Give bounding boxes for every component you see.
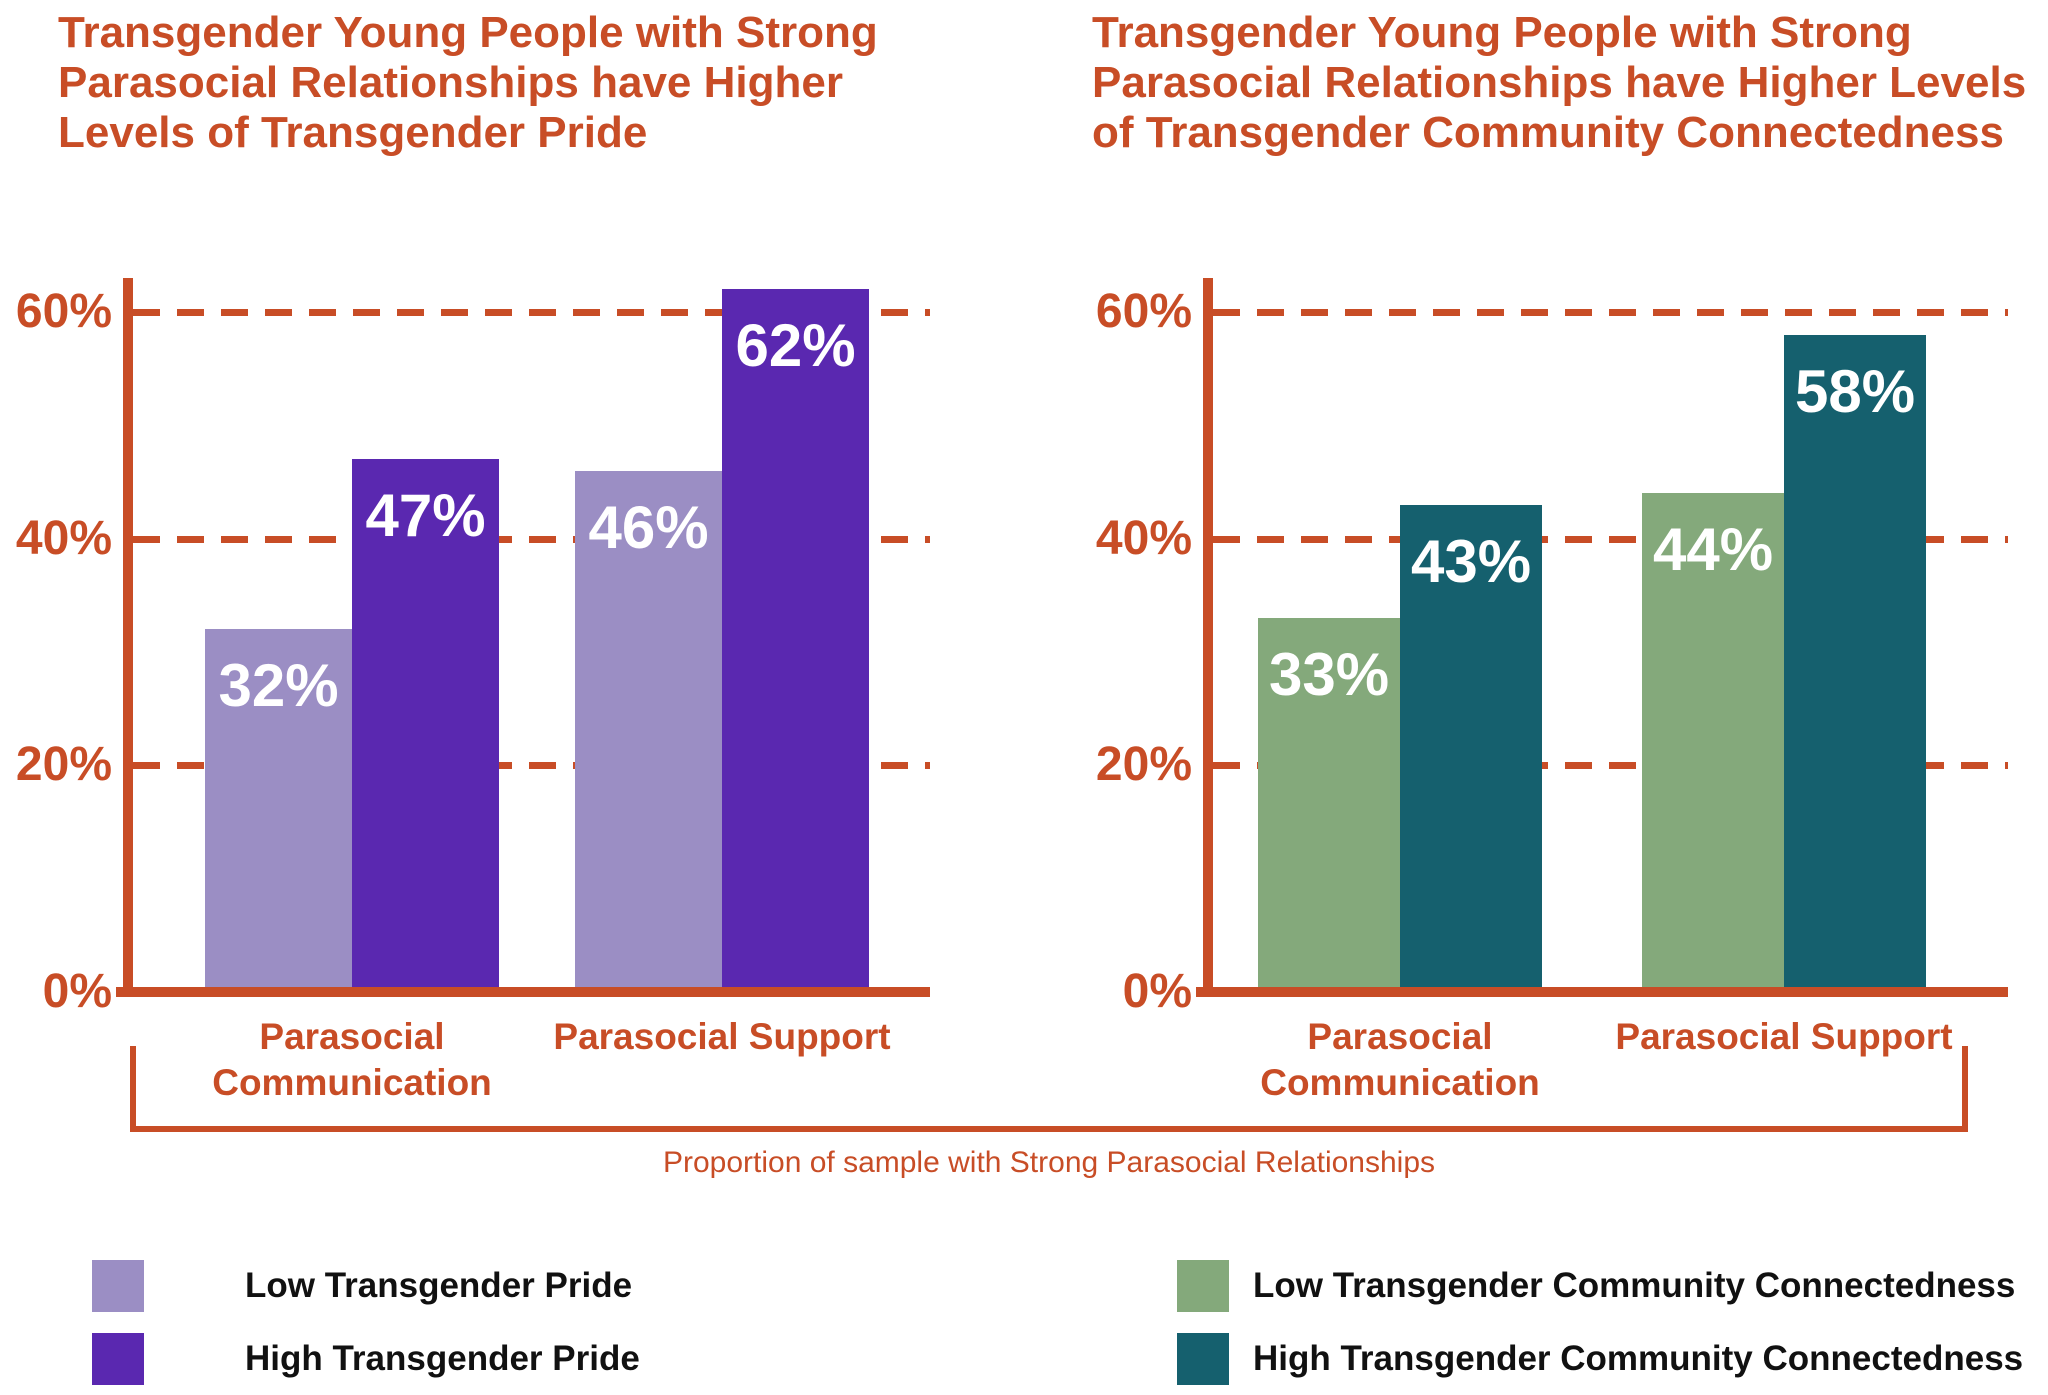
category-label: Parasocial Support [1615, 1016, 1953, 1057]
y-axis-line [1203, 278, 1213, 997]
bar-high-group1 [352, 459, 499, 992]
x-axis-group-label: Proportion of sample with Strong Parasoc… [662, 1146, 1436, 1179]
chart-title-pride: Transgender Young People with Strong Par… [58, 8, 878, 157]
y-tick-label: 40% [1095, 512, 1192, 565]
gridline-40pct [1213, 536, 2008, 543]
x-axis-bracket-line [130, 1126, 1968, 1132]
bar-low-group1 [205, 629, 352, 992]
y-tick-label: 0% [42, 965, 112, 1018]
legend-swatch-low [1177, 1260, 1229, 1312]
y-tick-label: 60% [15, 285, 112, 338]
bar-value-label: 46% [588, 494, 709, 561]
gridline-40pct [133, 536, 930, 543]
bar-low-group1 [1258, 618, 1400, 992]
legend-label: High Transgender Pride [245, 1339, 640, 1378]
bar-value-label: 44% [1652, 516, 1774, 583]
y-tick-label: 40% [15, 512, 112, 565]
gridline-20pct [133, 762, 930, 769]
legend-swatch-high [92, 1333, 144, 1385]
bar-value-label: 58% [1794, 358, 1916, 425]
category-label: Parasocial Communication [212, 1016, 492, 1103]
bar-value-label: 33% [1268, 641, 1390, 708]
bar-value-label: 47% [365, 482, 486, 549]
y-tick-label: 20% [15, 738, 112, 791]
legend-label: Low Transgender Pride [245, 1266, 633, 1305]
x-axis-bracket-right-tick [1962, 1046, 1968, 1132]
bar-value-label: 62% [735, 312, 856, 379]
legend-label: High Transgender Community Connectedness [1253, 1339, 2024, 1378]
y-tick-label: 20% [1095, 738, 1192, 791]
legend-label: Low Transgender Community Connectedness [1253, 1266, 2016, 1305]
bar-high-group2 [1784, 335, 1926, 992]
legend-swatch-high [1177, 1333, 1229, 1385]
y-tick-label: 0% [1122, 965, 1192, 1018]
gridline-60pct [1213, 309, 2008, 316]
category-label: Parasocial Communication [1260, 1016, 1540, 1103]
y-axis-line [123, 278, 133, 997]
bar-value-label: 32% [218, 652, 339, 719]
y-tick-label: 60% [1095, 285, 1192, 338]
bar-high-group1 [1400, 505, 1542, 992]
bar-low-group2 [1642, 493, 1784, 992]
category-label: Parasocial Support [553, 1016, 891, 1057]
bar-high-group2 [722, 289, 869, 992]
legend-swatch-low [92, 1260, 144, 1312]
gridline-20pct [1213, 762, 2008, 769]
bar-value-label: 43% [1410, 528, 1532, 595]
chart-title-connectedness: Transgender Young People with Strong Par… [1092, 8, 2027, 157]
gridline-60pct [133, 309, 930, 316]
x-axis-line [116, 987, 930, 997]
x-axis-bracket-left-tick [130, 1046, 136, 1132]
bar-low-group2 [575, 471, 722, 992]
x-axis-line [1196, 987, 2008, 997]
